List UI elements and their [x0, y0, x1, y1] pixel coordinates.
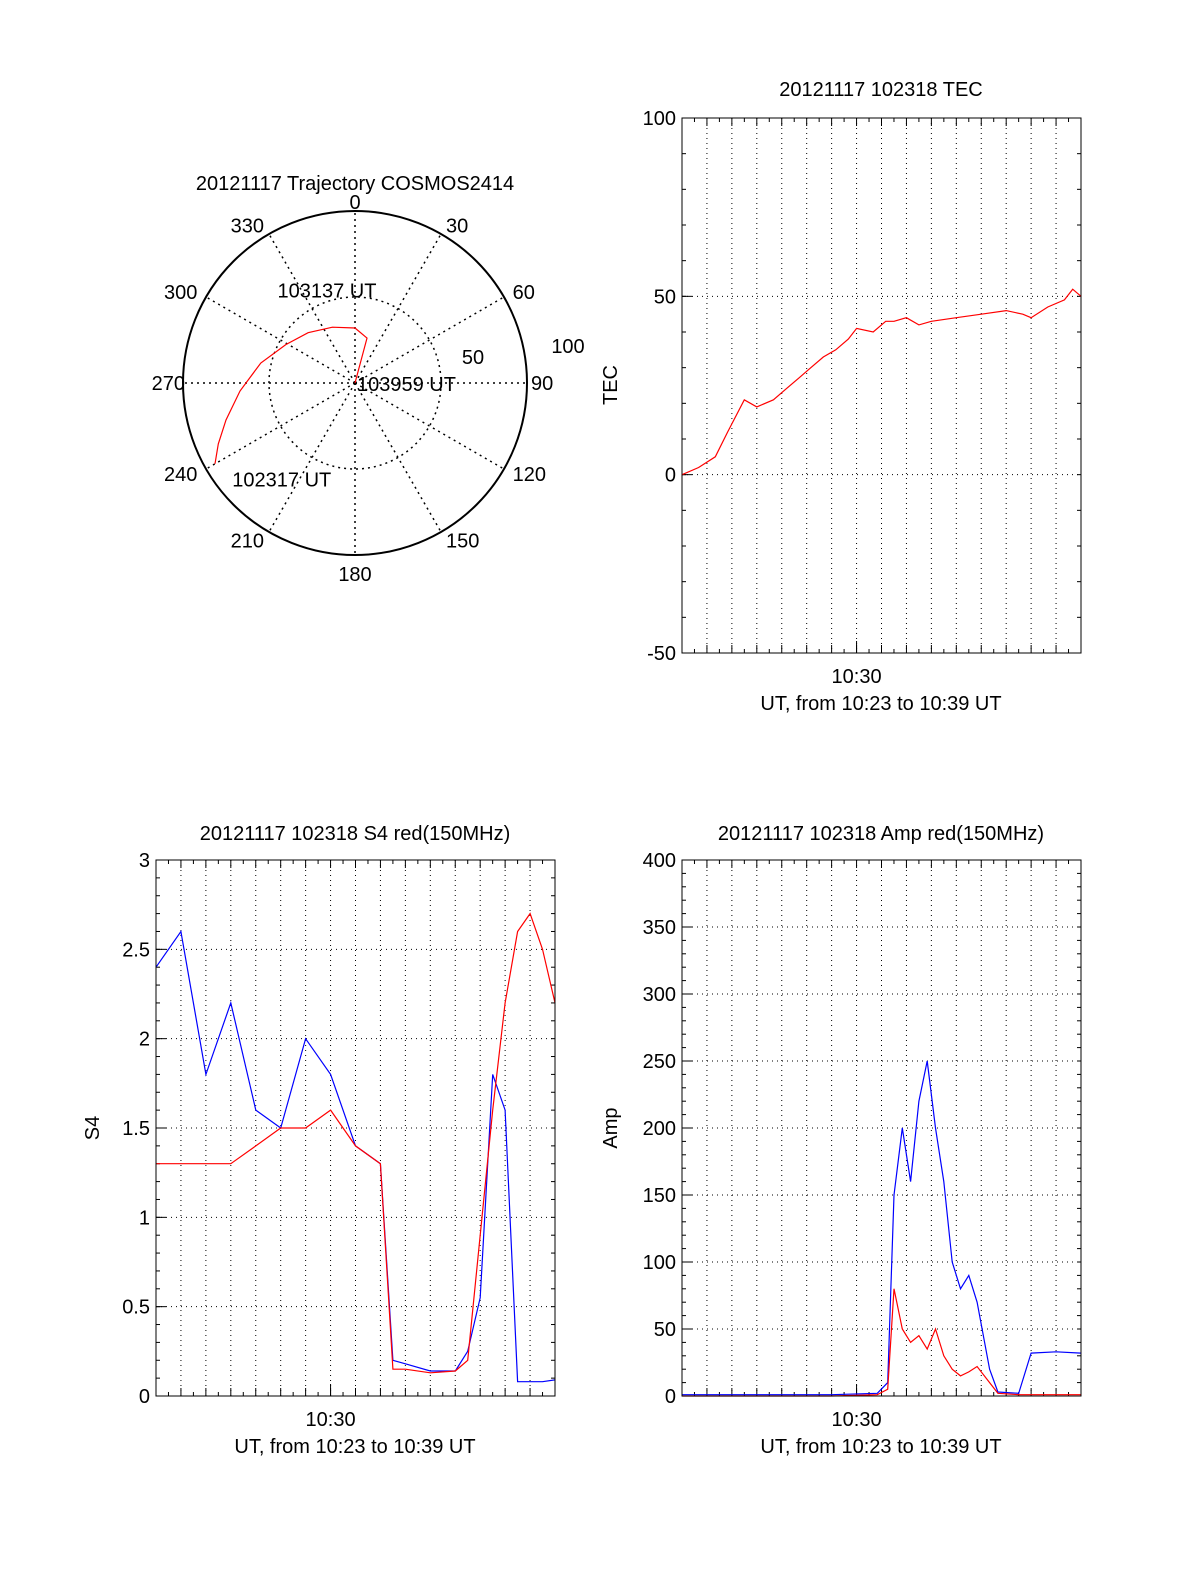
polar-spoke: [205, 296, 356, 384]
y-tick-label: 1.5: [122, 1118, 150, 1140]
s4-panel: 20121117 102318 S4 red(150MHz) S4 UT, fr…: [82, 823, 556, 1458]
y-tick-label: 300: [643, 984, 676, 1006]
s4-xlabel: UT, from 10:23 to 10:39 UT: [234, 1436, 475, 1458]
y-tick-label: 100: [643, 1252, 676, 1274]
polar-labels: 0 30 60 90 120 150 180 210 240 270 300 330 50 100: [152, 192, 585, 586]
polar-spoke: [354, 382, 442, 533]
tec-xlabel: UT, from 10:23 to 10:39 UT: [760, 693, 1001, 715]
polar-theta-label: 60: [513, 282, 535, 304]
polar-spoke: [268, 233, 356, 384]
polar-spoke: [354, 296, 505, 384]
series-line: [156, 912, 556, 1374]
polar-title: 20121117 Trajectory COSMOS2414: [196, 173, 514, 195]
polar-series: [214, 326, 368, 464]
tec-plot-area: -50 0 50 100 10:30: [643, 108, 1082, 688]
y-tick-label: 250: [643, 1051, 676, 1073]
polar-theta-label: 270: [152, 373, 185, 395]
polar-theta-label: 30: [446, 215, 468, 237]
y-tick-label: 100: [643, 108, 676, 130]
polar-theta-label: 240: [164, 464, 197, 486]
polar-theta-label: 90: [531, 373, 553, 395]
s4-title: 20121117 102318 S4 red(150MHz): [200, 823, 511, 845]
plot-frame: [681, 859, 1082, 1397]
polar-spoke: [354, 233, 442, 384]
y-tick-label: 0: [665, 1386, 676, 1408]
x-tick-label: 10:30: [832, 666, 882, 688]
amp-panel: 20121117 102318 Amp red(150MHz) Amp UT, …: [600, 823, 1082, 1458]
plot-frame: [681, 117, 1082, 654]
s4-ylabel: S4: [82, 1116, 104, 1140]
plot-frame: [155, 859, 556, 1397]
amp-ylabel: Amp: [600, 1107, 622, 1148]
polar-theta-label: 300: [164, 282, 197, 304]
series-line: [682, 1060, 1082, 1396]
y-tick-label: 0: [139, 1386, 150, 1408]
y-tick-label: 3: [139, 850, 150, 872]
tec-title: 20121117 102318 TEC: [779, 79, 983, 101]
y-tick-label: 200: [643, 1118, 676, 1140]
polar-annotation: 102317 UT: [232, 469, 331, 491]
amp-xlabel: UT, from 10:23 to 10:39 UT: [760, 1436, 1001, 1458]
y-tick-label: 150: [643, 1185, 676, 1207]
polar-outer-circle: [182, 210, 528, 556]
amp-title: 20121117 102318 Amp red(150MHz): [718, 823, 1044, 845]
polar-theta-label: 330: [231, 215, 264, 237]
polar-trajectory-line: [214, 326, 368, 464]
y-tick-label: -50: [647, 643, 676, 665]
y-tick-label: 2.5: [122, 939, 150, 961]
series-line: [682, 1288, 1081, 1397]
polar-theta-label: 180: [338, 564, 371, 586]
series-line: [681, 288, 1082, 476]
y-tick-label: 2: [139, 1029, 150, 1051]
y-tick-label: 350: [643, 917, 676, 939]
polar-spoke: [268, 382, 356, 533]
x-tick-label: 10:30: [306, 1409, 356, 1431]
s4-plot-area: 0 0.5 1 1.5 2 2.5 3 10:30: [122, 850, 556, 1431]
polar-annotations: 103959 UT 103137 UT 102317 UT: [232, 281, 456, 492]
polar-annotation: 103959 UT: [357, 374, 456, 396]
y-tick-label: 0.5: [122, 1297, 150, 1319]
y-tick-label: 0: [665, 465, 676, 487]
y-tick-label: 50: [654, 1319, 676, 1341]
polar-spoke: [354, 382, 505, 470]
series-line: [155, 929, 556, 1383]
polar-theta-label: 210: [231, 531, 264, 553]
y-tick-label: 1: [139, 1207, 150, 1229]
polar-grid: [182, 210, 528, 556]
polar-radial-label: 50: [462, 347, 484, 369]
y-tick-label: 400: [643, 850, 676, 872]
polar-theta-label: 120: [513, 464, 546, 486]
polar-trajectory-panel: 20121117 Trajectory COSMOS2414 0 30 60 90 12…: [152, 173, 585, 586]
polar-spoke: [205, 382, 356, 470]
amp-plot-area: 0 50 100 150 200 250 300 350 400 10:30: [643, 850, 1082, 1431]
tec-ylabel: TEC: [600, 365, 622, 405]
polar-radial-label: 100: [551, 336, 584, 358]
tec-panel: 20121117 102318 TEC TEC UT, from 10:23 t…: [600, 79, 1082, 715]
y-tick-label: 50: [654, 286, 676, 308]
polar-annotation: 103137 UT: [278, 281, 377, 303]
x-tick-label: 10:30: [832, 1409, 882, 1431]
polar-theta-label: 150: [446, 531, 479, 553]
polar-theta-label: 0: [349, 192, 360, 214]
